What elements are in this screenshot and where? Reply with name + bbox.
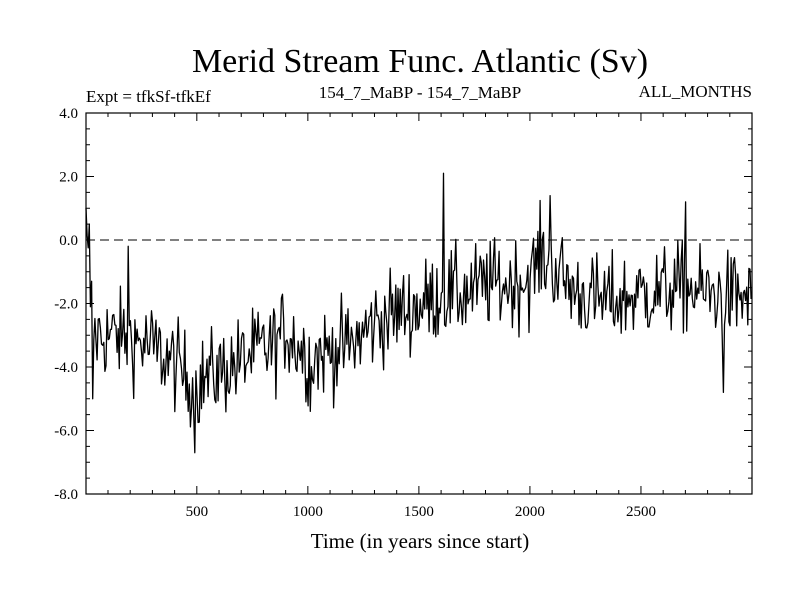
y-tick-label: -4.0: [54, 360, 78, 376]
y-tick-label: -8.0: [54, 487, 78, 503]
x-tick-label: 2500: [626, 504, 656, 520]
chart-title: Merid Stream Func. Atlantic (Sv): [192, 43, 648, 80]
x-tick-label: 1000: [293, 504, 323, 520]
data-series-line: [85, 172, 752, 454]
period-label: 154_7_MaBP - 154_7_MaBP: [319, 83, 521, 102]
experiment-label: Expt = tfkSf-tfkEf: [86, 87, 211, 106]
y-tick-label: -6.0: [54, 424, 78, 440]
x-axis-label: Time (in years since start): [311, 529, 530, 553]
x-tick-label: 1500: [404, 504, 434, 520]
y-tick-label: 2.0: [59, 170, 78, 186]
x-tick-label: 2000: [515, 504, 545, 520]
y-tick-label: 0.0: [59, 233, 78, 249]
plot-area: -8.0 -6.0 -4.0 -2.0 0.0 2.0 4.0 500 1000 1500 2000…: [54, 106, 753, 520]
x-tick-label: 500: [186, 504, 209, 520]
months-label: ALL_MONTHS: [639, 82, 752, 101]
y-tick-label: -2.0: [54, 297, 78, 313]
y-tick-label: 4.0: [59, 106, 78, 122]
